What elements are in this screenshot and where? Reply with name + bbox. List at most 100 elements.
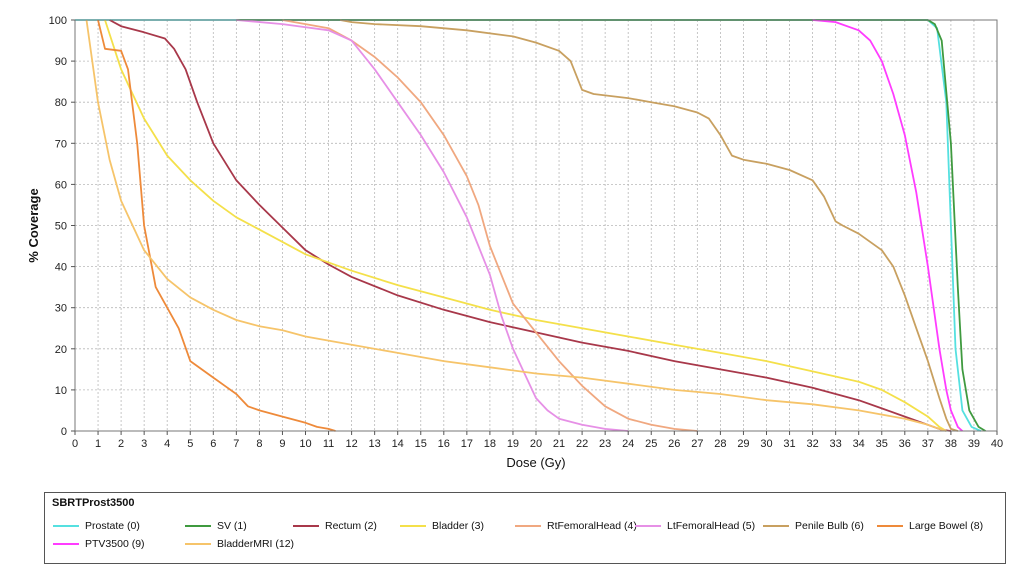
x-tick-label: 3 (141, 438, 147, 450)
legend-entry: PTV3500 (9) (53, 537, 145, 551)
x-tick-label: 17 (461, 438, 473, 450)
x-tick-label: 15 (415, 438, 427, 450)
legend-label: Rectum (2) (325, 520, 377, 532)
legend-swatch (53, 543, 79, 545)
series-line (282, 19, 698, 432)
legend-swatch (293, 525, 319, 527)
legend-swatch (877, 525, 903, 527)
x-tick-label: 33 (830, 438, 842, 450)
x-tick-label: 9 (279, 438, 285, 450)
x-tick-label: 6 (210, 438, 216, 450)
legend-label: RtFemoralHead (4) (547, 520, 637, 532)
legend: SBRTProst3500 Prostate (0) SV (1) Rectum (… (44, 492, 1006, 564)
x-tick-label: 10 (299, 438, 311, 450)
legend-title: SBRTProst3500 (52, 497, 135, 509)
y-tick-label: 10 (55, 385, 67, 397)
y-tick-label: 20 (55, 344, 67, 356)
x-tick-label: 7 (233, 438, 239, 450)
legend-swatch (635, 525, 661, 527)
y-tick-label: 40 (55, 262, 67, 274)
x-tick-label: 5 (187, 438, 193, 450)
series-line (236, 19, 986, 432)
x-tick-label: 8 (256, 438, 262, 450)
x-tick-label: 1 (95, 438, 101, 450)
legend-entry: Prostate (0) (53, 519, 140, 533)
x-tick-label: 23 (599, 438, 611, 450)
legend-swatch (53, 525, 79, 527)
x-tick-label: 26 (668, 438, 680, 450)
x-tick-label: 18 (484, 438, 496, 450)
series-line (236, 19, 629, 432)
legend-entry: SV (1) (185, 519, 247, 533)
x-tick-label: 34 (853, 438, 865, 450)
x-tick-label: 14 (392, 438, 404, 450)
x-tick-label: 31 (783, 438, 795, 450)
x-tick-label: 0 (72, 438, 78, 450)
legend-entry: Large Bowel (8) (877, 519, 983, 533)
legend-entry: RtFemoralHead (4) (515, 519, 637, 533)
x-tick-label: 16 (438, 438, 450, 450)
y-tick-label: 80 (55, 97, 67, 109)
x-tick-label: 35 (876, 438, 888, 450)
legend-entry: Bladder (3) (400, 519, 484, 533)
legend-entry: Penile Bulb (6) (763, 519, 864, 533)
x-tick-label: 36 (899, 438, 911, 450)
x-tick-label: 32 (806, 438, 818, 450)
series-line (85, 19, 947, 432)
y-tick-label: 50 (55, 221, 67, 233)
y-tick-label: 100 (49, 15, 67, 27)
legend-entry: LtFemoralHead (5) (635, 519, 755, 533)
legend-label: Bladder (3) (432, 520, 484, 532)
x-axis-title: Dose (Gy) (506, 455, 565, 470)
series-lines (75, 19, 986, 432)
x-tick-label: 39 (968, 438, 980, 450)
legend-label: BladderMRI (12) (217, 538, 295, 550)
legend-swatch (515, 525, 541, 527)
series-line (812, 19, 963, 432)
x-tick-label: 22 (576, 438, 588, 450)
series-line (104, 19, 947, 432)
y-tick-label: 90 (55, 56, 67, 68)
x-tick-label: 11 (323, 438, 334, 450)
x-tick-label: 24 (622, 438, 634, 450)
series-line (97, 19, 336, 432)
y-tick-label: 0 (61, 426, 67, 438)
y-tick-label: 30 (55, 303, 67, 315)
x-tick-label: 40 (991, 438, 1003, 450)
legend-label: SV (1) (217, 520, 247, 532)
y-tick-label: 70 (55, 138, 67, 150)
dose-volume-histogram-chart: 0 1 2 3 4 5 6 7 8 9 10 11 12 13 14 15 16 17 18 19 20 21 22 23 24… (26, 15, 1003, 470)
legend-entry: Rectum (2) (293, 519, 377, 533)
x-tick-label: 25 (645, 438, 657, 450)
x-tick-label: 29 (737, 438, 749, 450)
legend-label: PTV3500 (9) (85, 538, 145, 550)
dvh-plot-svg: 0 1 2 3 4 5 6 7 8 9 10 11 12 13 14 15 16 17 18 19 20 21 22 23 24… (26, 15, 1003, 470)
axes: 0 1 2 3 4 5 6 7 8 9 10 11 12 13 14 15 16 17 18 19 20 21 22 23 24… (49, 15, 1003, 450)
legend-swatch (185, 543, 211, 545)
legend-entry: BladderMRI (12) (185, 537, 294, 551)
y-axis-title: % Coverage (26, 188, 41, 262)
series-line (109, 19, 952, 432)
legend-swatch (185, 525, 211, 527)
grid-lines (74, 19, 998, 432)
legend-label: Large Bowel (8) (909, 520, 984, 532)
x-tick-label: 21 (553, 438, 565, 450)
x-tick-label: 12 (345, 438, 357, 450)
x-tick-label: 38 (945, 438, 957, 450)
legend-swatch (400, 525, 426, 527)
series-line (339, 19, 959, 432)
x-tick-label: 20 (530, 438, 542, 450)
x-tick-label: 2 (118, 438, 124, 450)
y-tick-label: 60 (55, 179, 67, 191)
x-tick-label: 37 (922, 438, 934, 450)
x-tick-label: 13 (369, 438, 381, 450)
legend-label: Prostate (0) (85, 520, 140, 532)
x-tick-label: 4 (164, 438, 170, 450)
x-tick-label: 28 (714, 438, 726, 450)
x-tick-label: 27 (691, 438, 703, 450)
x-tick-label: 30 (760, 438, 772, 450)
legend-label: LtFemoralHead (5) (667, 520, 756, 532)
legend-swatch (763, 525, 789, 527)
legend-label: Penile Bulb (6) (795, 520, 864, 532)
x-tick-label: 19 (507, 438, 519, 450)
